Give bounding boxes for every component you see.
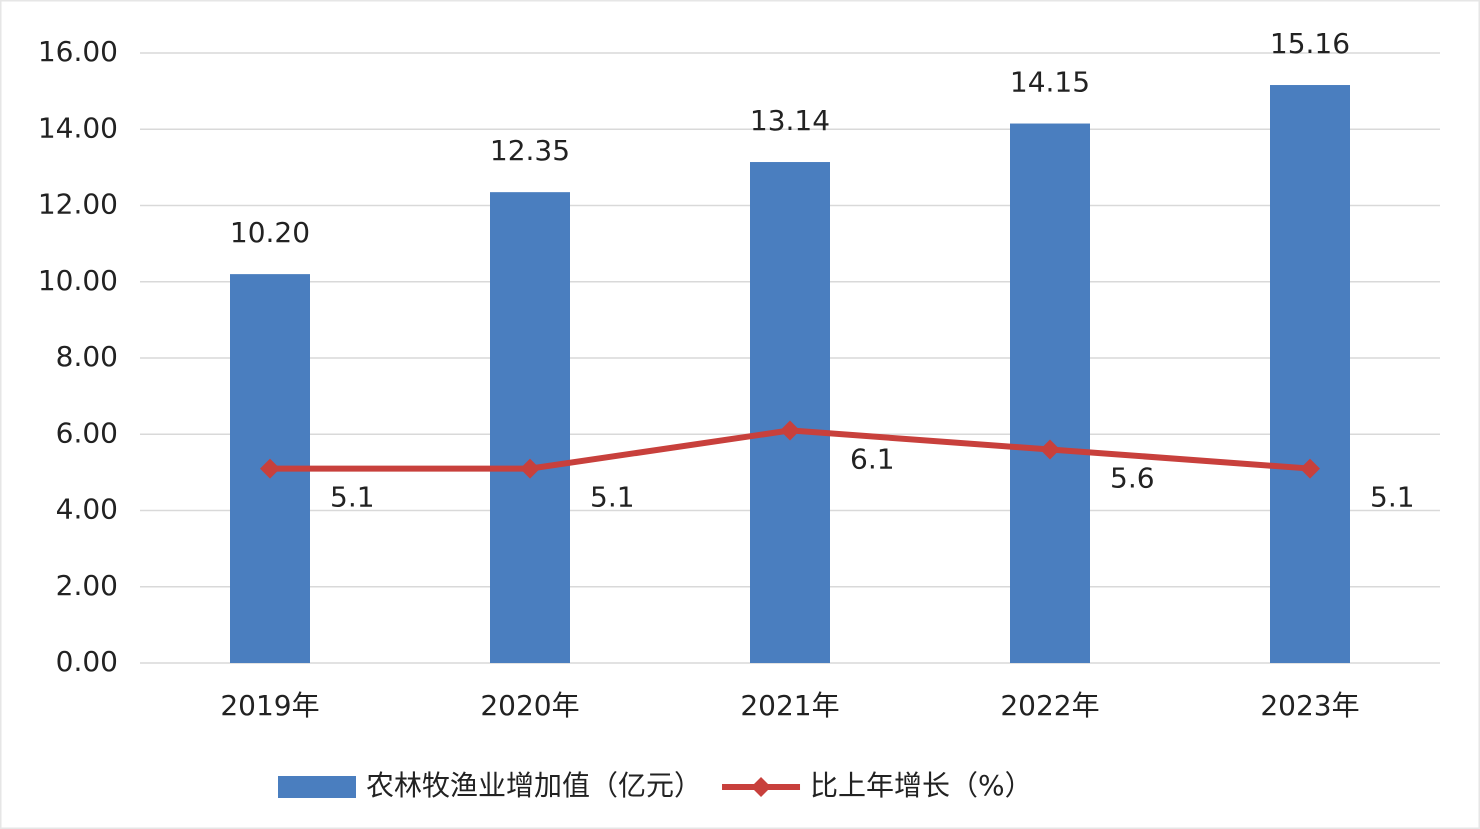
y-tick-label: 8.00 [56, 340, 118, 373]
bar [1270, 85, 1350, 663]
line-marker [1040, 439, 1060, 460]
line-value-label: 6.1 [850, 442, 895, 475]
bar-value-label: 10.20 [230, 216, 310, 249]
x-tick-label: 2023年 [1260, 689, 1359, 722]
y-tick-label: 4.00 [56, 493, 118, 526]
line-marker [780, 420, 800, 441]
bar-value-label: 13.14 [750, 104, 830, 137]
y-tick-label: 0.00 [56, 645, 118, 678]
legend-swatch [278, 776, 356, 798]
y-tick-label: 14.00 [38, 111, 118, 144]
legend-marker [751, 777, 772, 797]
x-tick-label: 2022年 [1000, 689, 1099, 722]
bar-value-label: 15.16 [1270, 27, 1350, 60]
bar [1010, 123, 1090, 663]
x-tick-label: 2019年 [220, 689, 319, 722]
y-tick-label: 6.00 [56, 416, 118, 449]
line-marker [260, 458, 280, 479]
line-marker [520, 458, 540, 479]
y-tick-label: 10.00 [38, 264, 118, 297]
legend-label: 农林牧渔业增加值（亿元） [366, 769, 702, 802]
line-marker [1300, 458, 1320, 479]
line-value-label: 5.1 [330, 481, 375, 514]
bar-value-label: 14.15 [1010, 66, 1090, 99]
line-value-label: 5.1 [590, 481, 635, 514]
x-tick-label: 2020年 [480, 689, 579, 722]
line-value-label: 5.1 [1370, 481, 1415, 514]
bar-value-label: 12.35 [490, 134, 570, 167]
bar [490, 192, 570, 663]
y-tick-label: 2.00 [56, 569, 118, 602]
line-value-label: 5.6 [1110, 462, 1155, 495]
y-tick-label: 16.00 [38, 35, 118, 68]
y-tick-label: 12.00 [38, 188, 118, 221]
bar [750, 162, 830, 663]
legend-label: 比上年增长（%） [810, 769, 1033, 802]
x-tick-label: 2021年 [740, 689, 839, 722]
